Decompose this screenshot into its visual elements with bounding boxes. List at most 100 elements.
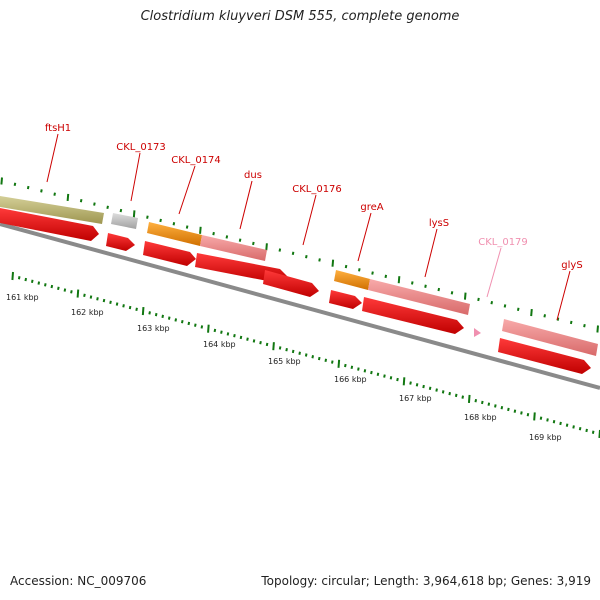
outer-tick bbox=[596, 325, 599, 333]
outer-tick bbox=[159, 218, 162, 223]
scale-tick bbox=[11, 271, 14, 281]
scale-tick bbox=[226, 332, 230, 336]
scale-tick bbox=[174, 318, 178, 322]
scale-label: 166 kbp bbox=[334, 375, 367, 384]
outer-tick bbox=[40, 189, 43, 193]
scale-tick bbox=[96, 297, 99, 301]
outer-tick bbox=[199, 226, 202, 234]
leader-line-CKL_0174 bbox=[178, 165, 196, 215]
gene-labels: ftsH1 CKL_0173 CKL_0174 dus CKL_0176 gre… bbox=[45, 123, 583, 271]
scale-tick bbox=[533, 412, 536, 421]
scale-label: 161 kbp bbox=[6, 293, 39, 302]
scale-tick bbox=[304, 353, 308, 357]
scale-tick bbox=[122, 304, 125, 308]
outer-tick bbox=[490, 300, 494, 305]
leader-line-lysS bbox=[424, 228, 438, 278]
scale-label: 167 kbp bbox=[399, 394, 432, 403]
leader-line-dus bbox=[239, 180, 253, 230]
outer-tick bbox=[450, 291, 454, 295]
gene-block-CKL_0174 bbox=[147, 222, 202, 246]
outer-tick bbox=[172, 222, 176, 226]
gene-leader-lines bbox=[46, 133, 571, 321]
outer-tick bbox=[424, 284, 427, 288]
scale-tick bbox=[239, 335, 243, 340]
scale-tick bbox=[487, 402, 491, 406]
scale-tick bbox=[585, 428, 588, 433]
scale-tick bbox=[539, 416, 543, 420]
scale-tick bbox=[331, 360, 334, 364]
outer-tick bbox=[371, 271, 374, 275]
outer-tick bbox=[331, 259, 335, 267]
gene-label: greA bbox=[360, 202, 383, 213]
scale-tick bbox=[167, 316, 171, 320]
outer-tick bbox=[265, 243, 268, 251]
backbone-line bbox=[0, 222, 600, 390]
scale-tick bbox=[565, 423, 569, 427]
gene-label: glyS bbox=[561, 260, 582, 271]
outer-tick bbox=[26, 185, 30, 190]
scale-tick bbox=[422, 384, 425, 389]
scale-tick bbox=[324, 358, 328, 362]
scale-tick bbox=[520, 411, 523, 415]
outer-tick bbox=[185, 225, 189, 229]
scale-tick bbox=[402, 377, 406, 386]
leader-line-CKL_0176 bbox=[302, 194, 317, 246]
gene-label: CKL_0176 bbox=[292, 184, 342, 195]
leader-line-greA bbox=[357, 212, 372, 262]
scale-tick bbox=[207, 324, 210, 333]
scale-label: 168 kbp bbox=[464, 413, 497, 422]
scale-tick bbox=[376, 372, 380, 377]
outer-tick bbox=[0, 177, 3, 185]
page-title: Clostridium kluyveri DSM 555, complete g… bbox=[140, 9, 460, 24]
gene-block-lysS bbox=[368, 279, 470, 315]
gene-block-CKL_0173 bbox=[111, 213, 138, 229]
scale-tick bbox=[233, 333, 236, 338]
leader-line-glyS bbox=[556, 270, 571, 321]
scale-tick bbox=[24, 277, 28, 282]
scale-tick bbox=[17, 276, 21, 280]
scale-tick bbox=[259, 341, 262, 345]
scale-tick-track bbox=[11, 271, 600, 439]
scale-tick bbox=[194, 323, 197, 327]
scale-tick bbox=[70, 290, 73, 294]
gene-label: CKL_0173 bbox=[116, 142, 166, 153]
accession-text: Accession: NC_009706 bbox=[10, 574, 147, 588]
scale-tick bbox=[252, 339, 256, 343]
scale-label: 163 kbp bbox=[137, 324, 170, 333]
scale-tick bbox=[454, 393, 458, 398]
gene-label: dus bbox=[244, 170, 262, 181]
gene-block-greA bbox=[334, 270, 370, 290]
leader-line-ftsH1 bbox=[46, 133, 59, 183]
outer-tick bbox=[93, 202, 96, 206]
scale-labels: 161 kbp 162 kbp 163 kbp 164 kbp 165 kbp … bbox=[6, 293, 562, 442]
scale-tick bbox=[63, 288, 67, 292]
scale-tick bbox=[220, 330, 223, 334]
outer-tick bbox=[225, 235, 229, 239]
scale-tick bbox=[291, 349, 295, 354]
cds-track bbox=[0, 208, 591, 374]
cds-arrow-greA bbox=[329, 290, 362, 309]
scale-tick bbox=[128, 305, 132, 310]
outer-tick bbox=[358, 268, 361, 272]
scale-tick bbox=[435, 388, 438, 392]
outer-tick bbox=[516, 307, 520, 311]
scale-tick bbox=[265, 342, 269, 347]
outer-tick bbox=[384, 274, 388, 279]
scale-tick bbox=[57, 286, 60, 290]
scale-tick bbox=[148, 311, 151, 315]
scale-tick bbox=[448, 391, 451, 396]
scale-tick bbox=[389, 376, 393, 380]
scale-tick bbox=[396, 377, 399, 382]
outer-tick bbox=[291, 251, 295, 256]
scale-tick bbox=[337, 359, 341, 368]
scale-tick bbox=[409, 381, 412, 385]
scale-tick bbox=[350, 365, 354, 369]
gene-label: CKL_0174 bbox=[171, 155, 221, 166]
outer-tick bbox=[543, 314, 547, 318]
outer-tick bbox=[212, 231, 215, 236]
outer-tick bbox=[410, 281, 414, 285]
scale-tick bbox=[109, 300, 112, 305]
scale-tick bbox=[278, 346, 282, 350]
scale-tick bbox=[44, 283, 47, 287]
